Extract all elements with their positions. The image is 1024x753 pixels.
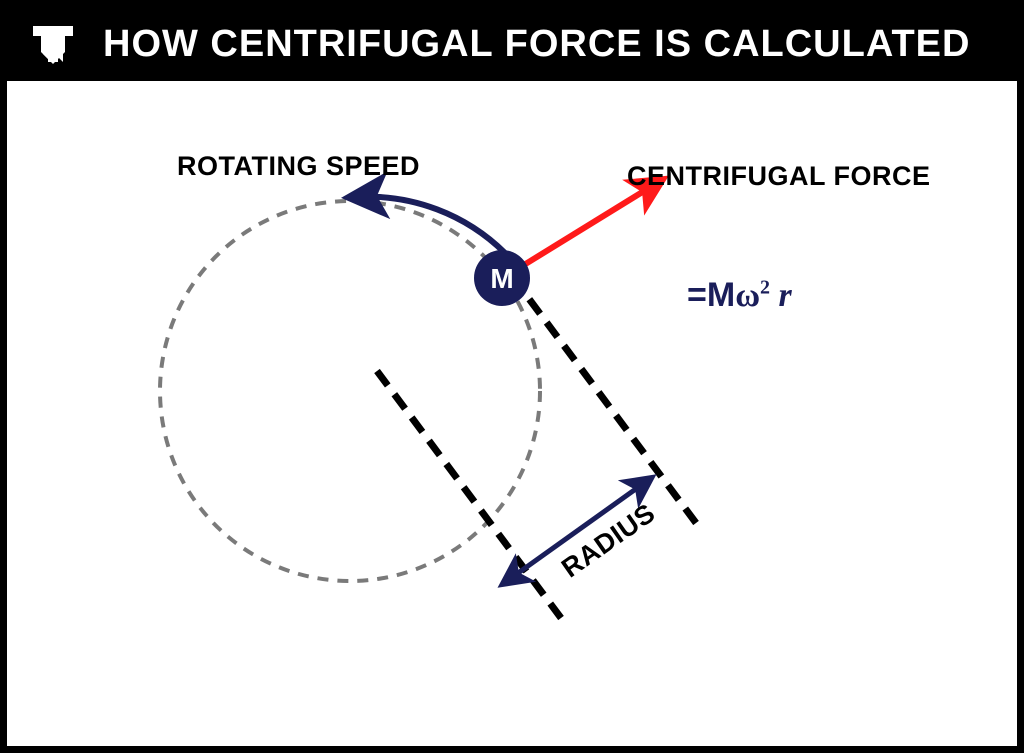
diagram-frame: HOW CENTRIFUGAL FORCE IS CALCULATED (0, 0, 1024, 753)
rotating-speed-label: ROTATING SPEED (177, 151, 420, 182)
diagram-canvas: M ROTATING SPEED CENTRIFUGAL FORCE RADIU… (7, 81, 1017, 746)
logo-icon (27, 18, 79, 70)
mass-label: M (490, 263, 513, 294)
radius-line-inner (377, 371, 567, 626)
centrifugal-force-label: CENTRIFUGAL FORCE (627, 161, 931, 192)
formula-r: r (779, 277, 792, 314)
formula-omega: ω (735, 277, 760, 314)
formula-exp: 2 (760, 277, 770, 299)
formula-text: =Mω2 r (687, 276, 792, 315)
header-bar: HOW CENTRIFUGAL FORCE IS CALCULATED (7, 7, 1017, 81)
page-title: HOW CENTRIFUGAL FORCE IS CALCULATED (103, 23, 970, 66)
force-arrow (519, 183, 657, 268)
formula-prefix: =M (687, 276, 735, 314)
radius-line-outer (512, 276, 702, 531)
